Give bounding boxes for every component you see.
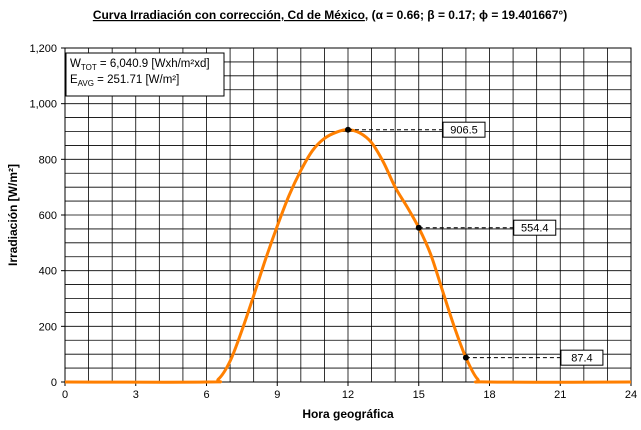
callouts-group: 906.5 554.4 87.4 xyxy=(345,121,604,366)
callout-label: 906.5 xyxy=(450,125,478,137)
y-tick-label: 200 xyxy=(39,321,57,333)
callout-label: 554.4 xyxy=(521,223,549,235)
callout-box xyxy=(560,349,604,366)
y-tick-label: 1,200 xyxy=(29,43,57,55)
x-tick-label: 9 xyxy=(274,389,280,401)
callout-box xyxy=(442,121,486,138)
y-tick-label: 800 xyxy=(39,154,57,166)
info-box: WTOT = 6,040.9 [Wxh/m²xd] EAVG = 251.71 … xyxy=(65,52,225,97)
callout-box xyxy=(513,219,557,236)
callout-marker xyxy=(415,224,422,231)
info-w-line: WTOT = 6,040.9 [Wxh/m²xd] xyxy=(70,58,210,72)
callout-marker xyxy=(345,126,351,133)
chart-title-main: Curva Irradiación con corrección, Cd de … xyxy=(93,8,365,22)
y-tick-label: 0 xyxy=(51,377,57,389)
x-tick-label: 21 xyxy=(554,389,566,401)
info-box-frame xyxy=(65,52,225,97)
info-w-symbol: W xyxy=(70,58,81,70)
callout-marker xyxy=(462,354,469,361)
y-tick-label: 1,000 xyxy=(29,99,57,111)
x-tick-label: 15 xyxy=(413,389,425,401)
y-axis-label: Irradiación [W/m²] xyxy=(6,164,20,266)
x-tick-label: 3 xyxy=(133,389,139,401)
x-tick-label: 24 xyxy=(625,389,637,401)
chart-title-params: , (α = 0.66; β = 0.17; ϕ = 19.401667°) xyxy=(365,8,567,22)
info-w-value: = 6,040.9 [Wxh/m²xd] xyxy=(97,58,210,70)
info-e-value: = 251.71 [W/m²] xyxy=(94,74,179,86)
callout-label: 87.4 xyxy=(571,353,592,365)
info-e-symbol: E xyxy=(70,74,78,86)
x-tick-label: 0 xyxy=(62,389,68,401)
y-tick-label: 600 xyxy=(39,210,57,222)
x-axis-label: Hora geográfica xyxy=(302,407,394,421)
chart-title: Curva Irradiación con corrección, Cd de … xyxy=(93,8,567,22)
y-tick-label: 400 xyxy=(39,266,57,278)
x-axis-ticks: 0 3 6 9 12 15 18 21 24 xyxy=(62,382,637,401)
x-tick-label: 12 xyxy=(342,389,354,401)
info-e-line: EAVG = 251.71 [W/m²] xyxy=(70,74,179,88)
plot-grid xyxy=(65,48,631,382)
info-e-subscript: AVG xyxy=(78,79,94,88)
x-tick-label: 18 xyxy=(483,389,495,401)
y-axis-ticks: 0 200 400 600 800 1,000 1,200 xyxy=(29,43,65,389)
info-w-subscript: TOT xyxy=(81,63,97,72)
x-tick-label: 6 xyxy=(203,389,209,401)
